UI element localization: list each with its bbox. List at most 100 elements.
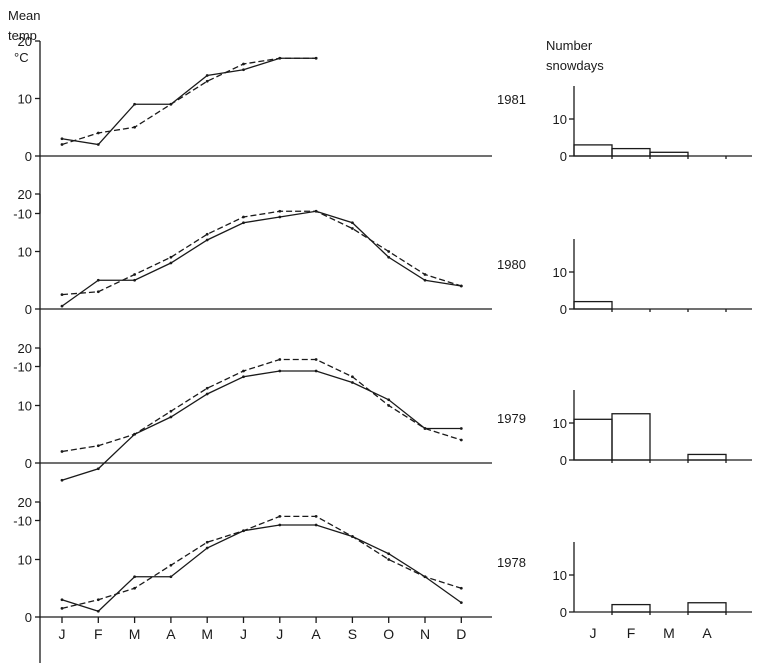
data-point bbox=[278, 523, 282, 527]
data-point bbox=[423, 278, 427, 282]
data-point bbox=[242, 529, 245, 533]
data-point bbox=[96, 131, 100, 135]
data-point bbox=[133, 125, 137, 129]
x-tick-label: D bbox=[456, 626, 466, 642]
data-point bbox=[133, 586, 137, 590]
data-point bbox=[423, 427, 427, 430]
snowdays-title-line2: snowdays bbox=[546, 58, 604, 73]
data-point bbox=[169, 409, 173, 413]
snow-y-tick-label: 10 bbox=[553, 568, 567, 583]
data-point bbox=[169, 563, 173, 567]
x-tick-label: M bbox=[201, 626, 213, 642]
data-point bbox=[169, 261, 173, 265]
y-tick-label: 0 bbox=[25, 456, 32, 471]
year-label: 1981 bbox=[497, 92, 526, 107]
data-point bbox=[314, 523, 318, 527]
data-point bbox=[133, 102, 137, 106]
y-tick-label: 10 bbox=[18, 245, 32, 260]
temp-panel-1980: 20 10 0 -10 1980 bbox=[13, 187, 526, 375]
snow-x-tick-label: F bbox=[627, 625, 636, 641]
data-point bbox=[205, 392, 209, 396]
year-label: 1979 bbox=[497, 411, 526, 426]
y-tick-label: 10 bbox=[18, 399, 32, 414]
data-point bbox=[351, 535, 354, 538]
data-point bbox=[60, 304, 64, 308]
data-point bbox=[96, 467, 100, 471]
data-point bbox=[351, 227, 354, 230]
x-tick-label: O bbox=[383, 626, 394, 642]
snow-bar bbox=[687, 453, 727, 461]
y-tick-label: 10 bbox=[18, 553, 32, 568]
series-solid-line bbox=[61, 210, 462, 307]
data-point bbox=[459, 284, 463, 288]
snow-bar bbox=[573, 300, 613, 310]
data-point bbox=[387, 552, 391, 556]
x-tick-label: A bbox=[166, 626, 176, 642]
x-tick-label: F bbox=[94, 626, 103, 642]
data-point bbox=[60, 478, 64, 482]
data-point bbox=[314, 369, 318, 373]
data-point bbox=[278, 209, 282, 213]
data-point bbox=[242, 62, 245, 66]
data-point bbox=[205, 232, 209, 236]
data-point bbox=[205, 238, 209, 242]
data-point bbox=[96, 278, 100, 282]
snow-x-tick-label: M bbox=[663, 625, 675, 641]
data-point bbox=[314, 56, 318, 60]
data-point bbox=[278, 369, 282, 373]
data-point bbox=[423, 273, 427, 276]
data-point bbox=[205, 546, 209, 550]
y-tick-label: 20 bbox=[18, 34, 32, 49]
temp-panel-1979: 20 10 0 -10 1979 bbox=[13, 341, 526, 529]
x-tick-label: J bbox=[59, 626, 66, 642]
data-point bbox=[459, 586, 463, 590]
y-axis-title-line2: temp bbox=[8, 28, 37, 43]
series-solid-line bbox=[61, 524, 462, 612]
x-tick-label: M bbox=[129, 626, 141, 642]
snow-panel-snowdays-1978: 10 0 J F M A bbox=[553, 542, 752, 641]
data-point bbox=[242, 68, 245, 72]
snow-bar bbox=[611, 603, 651, 613]
data-point bbox=[133, 575, 137, 579]
snow-y-tick-label: 0 bbox=[560, 302, 567, 317]
data-point bbox=[133, 432, 137, 436]
series-solid-line bbox=[61, 57, 317, 146]
snow-bar bbox=[611, 413, 651, 461]
data-point bbox=[387, 398, 391, 402]
data-point bbox=[351, 375, 354, 379]
snow-y-tick-label: 10 bbox=[553, 416, 567, 431]
data-point bbox=[278, 56, 282, 60]
snow-y-tick-label: 0 bbox=[560, 453, 567, 468]
data-point bbox=[60, 293, 64, 297]
x-tick-label: J bbox=[240, 626, 247, 642]
data-point bbox=[60, 606, 64, 610]
y-tick-label: -10 bbox=[13, 360, 32, 375]
data-point bbox=[423, 575, 427, 579]
data-point bbox=[242, 215, 245, 219]
snow-y-tick-label: 0 bbox=[560, 149, 567, 164]
data-point bbox=[205, 79, 209, 83]
snow-bar bbox=[573, 418, 613, 461]
y-tick-label: -10 bbox=[13, 514, 32, 529]
data-point bbox=[60, 143, 64, 146]
series-dashed-line bbox=[61, 210, 462, 296]
y-tick-label: 0 bbox=[25, 610, 32, 625]
snow-bar bbox=[573, 144, 613, 157]
data-point bbox=[169, 255, 173, 259]
data-point bbox=[351, 381, 354, 384]
data-point bbox=[205, 74, 209, 77]
x-tick-label: J bbox=[276, 626, 283, 642]
data-point bbox=[169, 575, 173, 579]
y-tick-label: 20 bbox=[18, 495, 32, 510]
y-tick-label: 10 bbox=[18, 92, 32, 107]
data-point bbox=[96, 444, 100, 448]
data-point bbox=[459, 438, 463, 442]
data-point bbox=[387, 255, 391, 259]
snow-bar bbox=[649, 151, 689, 157]
data-point bbox=[60, 450, 64, 453]
data-point bbox=[60, 598, 64, 602]
y-tick-label: 0 bbox=[25, 302, 32, 317]
series-dashed-line bbox=[61, 57, 317, 146]
data-point bbox=[387, 250, 391, 253]
